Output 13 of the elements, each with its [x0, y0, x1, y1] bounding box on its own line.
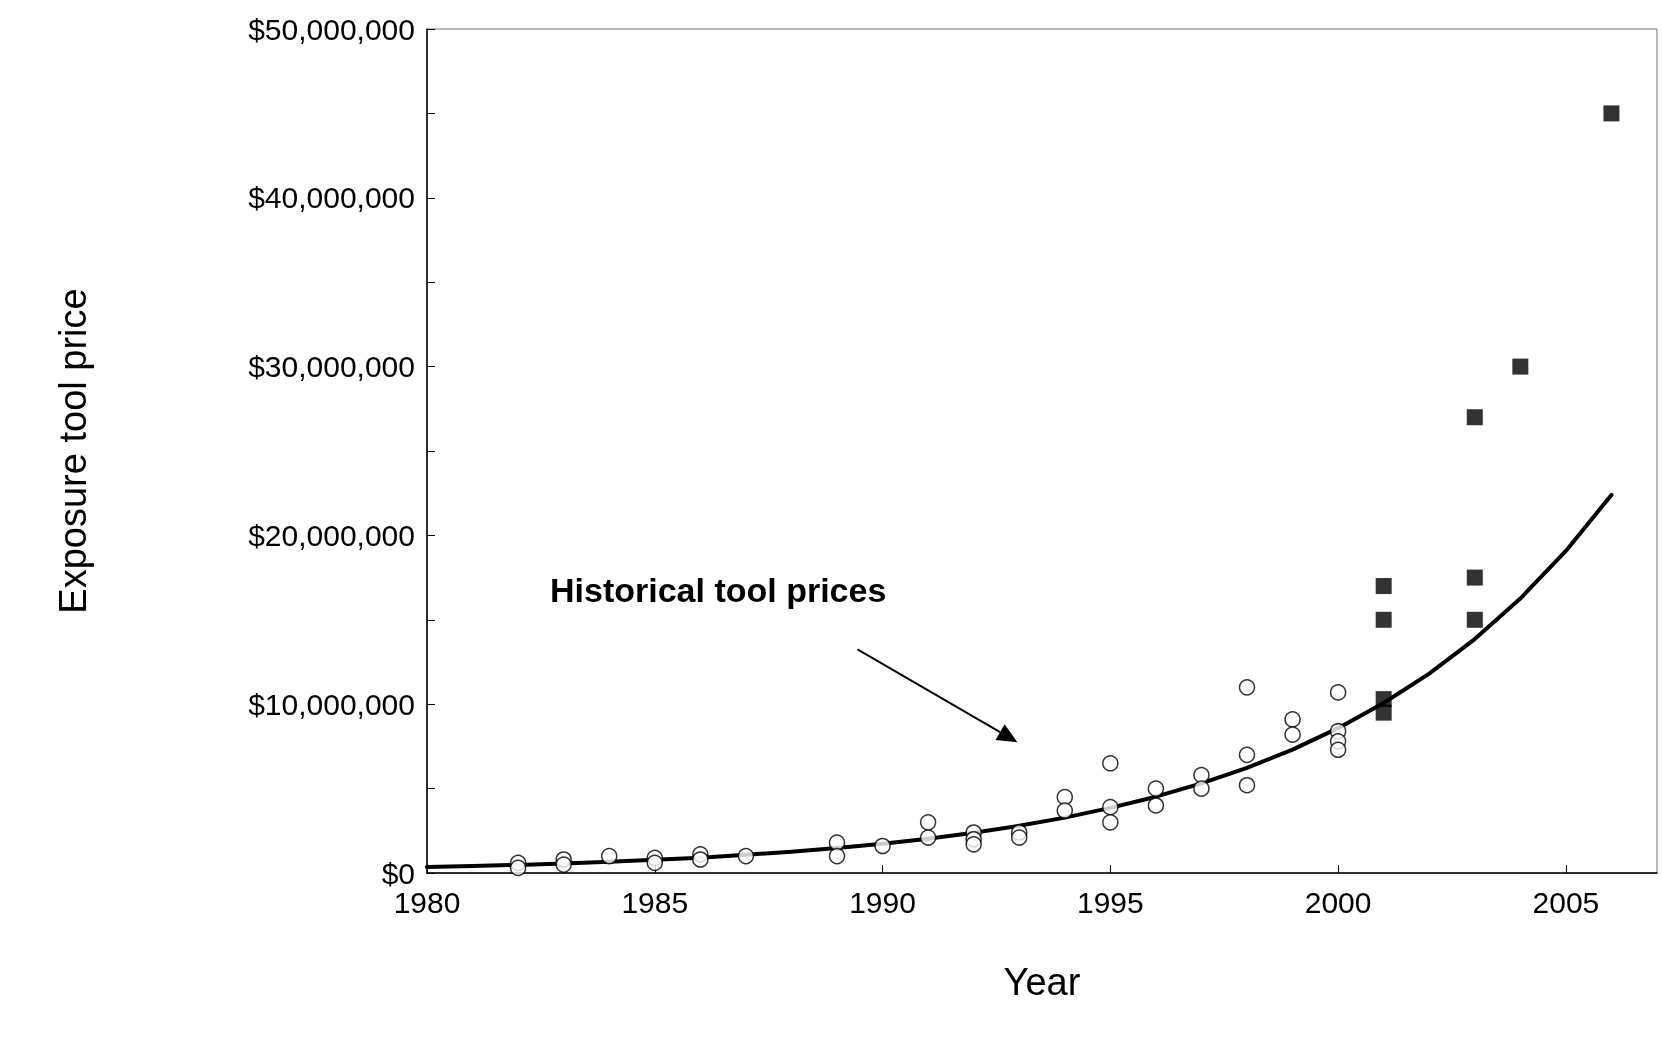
x-tick-label: 2005: [1532, 885, 1600, 919]
annotation: Historical tool prices: [550, 571, 887, 610]
y-axis-title: Exposure tool price: [52, 288, 94, 614]
x-axis-title: Year: [1003, 961, 1081, 1003]
y-tick-label: $50,000,000: [248, 12, 415, 46]
y-tick-label: $40,000,000: [248, 181, 415, 215]
y-tick-label: $20,000,000: [248, 518, 415, 552]
y-tick-label: $10,000,000: [248, 687, 415, 721]
y-tick-label: $30,000,000: [248, 350, 415, 384]
x-tick-label: 1990: [849, 885, 916, 919]
x-tick-label: 1995: [1076, 885, 1144, 919]
x-tick-label: 2000: [1304, 885, 1372, 919]
x-tick-label: 1985: [621, 885, 689, 919]
